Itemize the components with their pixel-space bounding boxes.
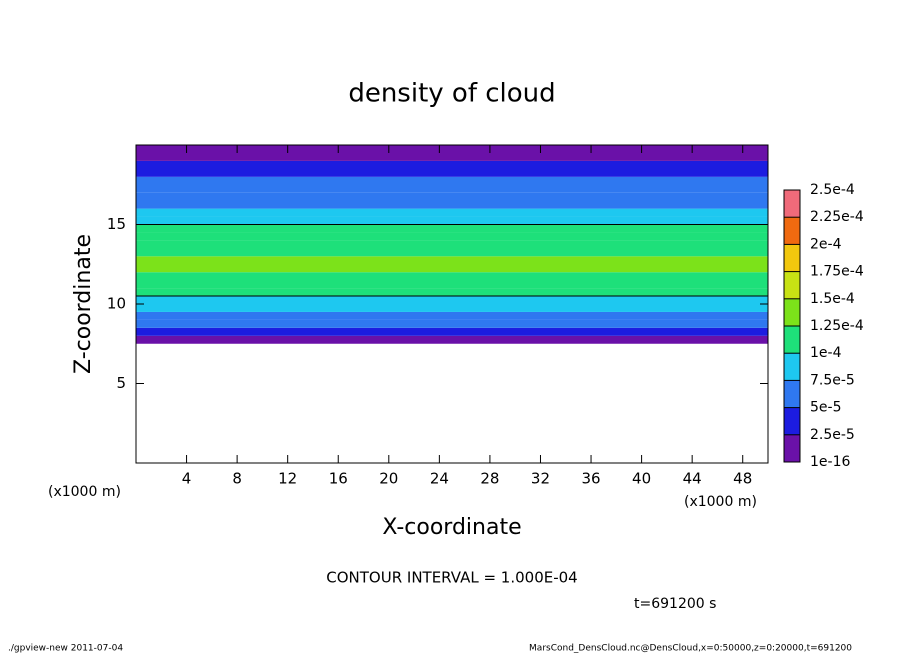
density-band <box>136 272 768 289</box>
density-band <box>136 296 768 304</box>
x-tick-label: 12 <box>278 470 297 488</box>
density-band <box>136 224 768 233</box>
footer-left: ./gpview-new 2011-07-04 <box>8 644 123 654</box>
x-tick-label: 36 <box>581 470 600 488</box>
colorbar-label: 1e-16 <box>810 454 850 470</box>
density-band <box>136 319 768 328</box>
density-band <box>136 216 768 225</box>
density-band <box>136 145 768 161</box>
colorbar-label: 2.5e-5 <box>810 427 855 443</box>
x-tick-label: 44 <box>683 470 702 488</box>
colorbar-label: 2e-4 <box>810 236 842 252</box>
y-tick-label: 5 <box>116 374 126 392</box>
x-tick-label: 28 <box>480 470 499 488</box>
y-unit: (x1000 m) <box>48 484 121 500</box>
x-tick-label: 20 <box>379 470 398 488</box>
x-tick-label: 32 <box>531 470 550 488</box>
density-band <box>136 240 768 257</box>
footer-right: MarsCond_DensCloud.nc@DensCloud,x=0:5000… <box>529 644 852 654</box>
density-band <box>136 256 768 273</box>
contour-text: CONTOUR INTERVAL = 1.000E-04 <box>326 569 577 587</box>
density-band <box>136 304 768 312</box>
colorbar-band <box>784 326 800 354</box>
y-axis-label: Z-coordinate <box>71 234 96 374</box>
density-band <box>136 232 768 241</box>
density-band <box>136 176 768 193</box>
colorbar-band <box>784 434 800 462</box>
colorbar-label: 7.5e-5 <box>810 372 855 388</box>
x-tick-label: 40 <box>632 470 651 488</box>
colorbar-label: 2.25e-4 <box>810 209 864 225</box>
x-tick-label: 16 <box>329 470 348 488</box>
colorbar-label: 2.5e-4 <box>810 182 855 198</box>
y-tick-label: 15 <box>107 215 126 233</box>
x-axis-label: X-coordinate <box>382 515 521 540</box>
density-band <box>136 208 768 217</box>
density-band <box>136 335 768 344</box>
x-tick-label: 4 <box>182 470 192 488</box>
x-tick-label: 8 <box>232 470 242 488</box>
x-unit: (x1000 m) <box>684 494 757 510</box>
colorbar-band <box>784 353 800 381</box>
y-tick-label: 10 <box>107 295 126 313</box>
density-band <box>136 311 768 320</box>
colorbar-band <box>784 298 800 326</box>
colorbar-band <box>784 407 800 435</box>
colorbar-label: 5e-5 <box>810 400 841 416</box>
density-band <box>136 327 768 336</box>
time-text: t=691200 s <box>634 596 716 612</box>
colorbar-band <box>784 380 800 408</box>
colorbar-label: 1.5e-4 <box>810 291 855 307</box>
colorbar-label: 1.75e-4 <box>810 264 864 280</box>
density-band <box>136 160 768 177</box>
colorbar-band <box>784 217 800 245</box>
colorbar-label: 1e-4 <box>810 345 842 361</box>
colorbar-band <box>784 190 800 218</box>
x-tick-label: 24 <box>430 470 449 488</box>
colorbar-band <box>784 244 800 272</box>
colorbar-band <box>784 271 800 299</box>
x-tick-label: 48 <box>733 470 752 488</box>
chart-title: density of cloud <box>348 79 555 109</box>
density-band <box>136 192 768 209</box>
density-band <box>136 288 768 297</box>
colorbar-label: 1.25e-4 <box>810 318 864 334</box>
